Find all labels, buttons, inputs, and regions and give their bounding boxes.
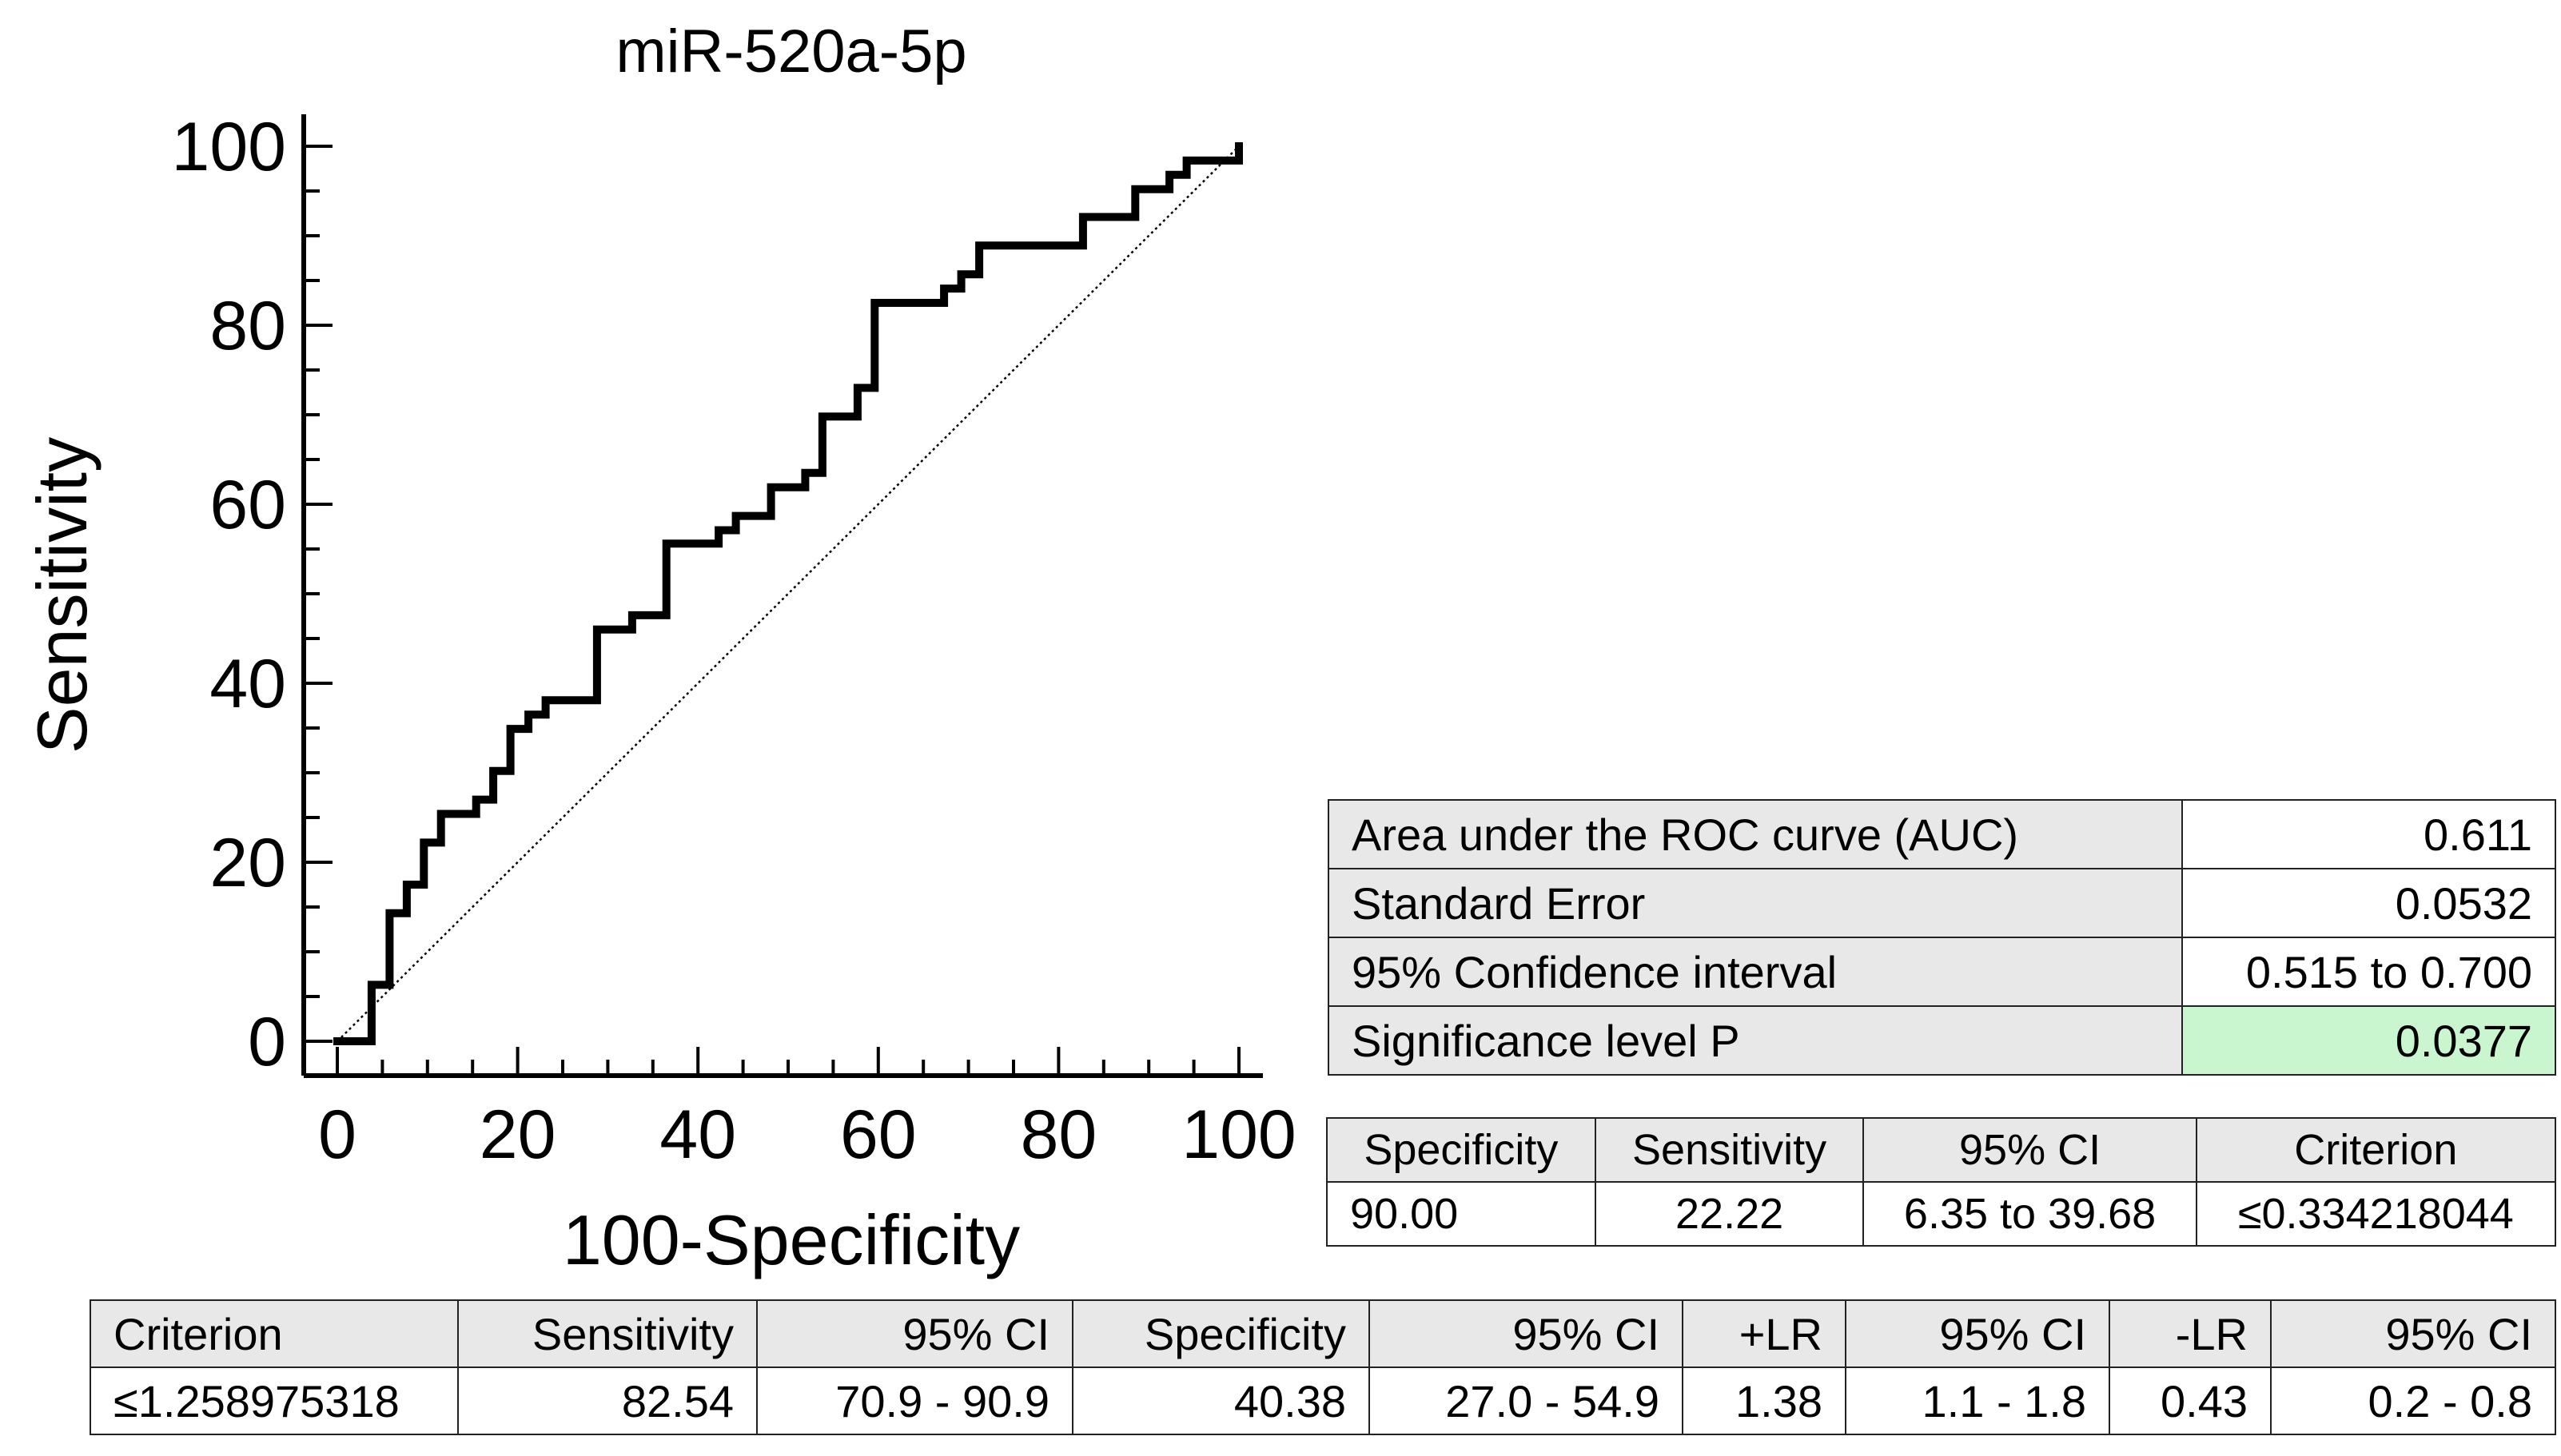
header-specificity: Specificity (1326, 1117, 1596, 1183)
significance-row: Significance level P 0.0377 (1328, 1005, 2556, 1076)
roc-chart: miR-520a-5p 100-Specificity Sensitivity … (22, 18, 1296, 1279)
header-sensitivity-ci: 95% CI (756, 1299, 1073, 1368)
header-negative-lr-ci: 95% CI (2270, 1299, 2556, 1368)
auc-row: Area under the ROC curve (AUC) 0.611 (1328, 799, 2556, 869)
cell-sensitivity: 82.54 (457, 1366, 758, 1435)
cell-specificity: 90.00 (1326, 1181, 1596, 1247)
confidence-interval-row: 95% Confidence interval 0.515 to 0.700 (1328, 937, 2556, 1007)
reference-diagonal-line (337, 145, 1240, 1042)
specificity-table-header: Specificity Sensitivity 95% CI Criterion (1326, 1117, 2557, 1183)
header-criterion: Criterion (2195, 1117, 2557, 1183)
cell-sensitivity-ci: 70.9 - 90.9 (756, 1366, 1073, 1435)
y-tick-label: 20 (209, 825, 286, 901)
cell-ci: 6.35 to 39.68 (1862, 1181, 2197, 1247)
auc-summary-table: Area under the ROC curve (AUC) 0.611 Sta… (1328, 799, 2556, 1076)
header-positive-lr: +LR (1682, 1299, 1846, 1368)
x-tick-label: 0 (318, 1096, 356, 1173)
cell-positive-lr-ci: 1.1 - 1.8 (1845, 1366, 2110, 1435)
y-tick-label: 60 (209, 467, 286, 543)
y-tick-label: 100 (172, 109, 287, 185)
y-tick-label: 40 (209, 646, 286, 722)
cell-criterion: ≤0.334218044 (2195, 1181, 2557, 1247)
criterion-table-row: ≤1.258975318 82.54 70.9 - 90.9 40.38 27.… (90, 1366, 2556, 1435)
y-axis-label: Sensitivity (22, 437, 102, 754)
standard-error-value: 0.0532 (2181, 868, 2556, 938)
cell-sensitivity: 22.22 (1594, 1181, 1865, 1247)
cell-negative-lr-ci: 0.2 - 0.8 (2270, 1366, 2556, 1435)
cell-criterion: ≤1.258975318 (90, 1366, 459, 1435)
x-tick-label: 60 (840, 1096, 917, 1173)
header-specificity: Specificity (1072, 1299, 1370, 1368)
x-tick-label: 100 (1181, 1096, 1296, 1173)
y-tick-label: 80 (209, 288, 286, 364)
cell-negative-lr: 0.43 (2109, 1366, 2272, 1435)
header-ci: 95% CI (1862, 1117, 2197, 1183)
header-sensitivity: Sensitivity (457, 1299, 758, 1368)
tick-marks (304, 145, 1241, 1076)
y-tick-label: 0 (248, 1004, 286, 1080)
cell-positive-lr: 1.38 (1682, 1366, 1846, 1435)
confidence-interval-value: 0.515 to 0.700 (2181, 937, 2556, 1007)
specificity-table: Specificity Sensitivity 95% CI Criterion… (1326, 1117, 2557, 1247)
significance-label: Significance level P (1328, 1005, 2183, 1076)
cell-specificity: 40.38 (1072, 1366, 1370, 1435)
header-specificity-ci: 95% CI (1368, 1299, 1683, 1368)
header-positive-lr-ci: 95% CI (1845, 1299, 2110, 1368)
specificity-table-row: 90.00 22.22 6.35 to 39.68 ≤0.334218044 (1326, 1181, 2557, 1247)
standard-error-label: Standard Error (1328, 868, 2183, 938)
header-negative-lr: -LR (2109, 1299, 2272, 1368)
cell-specificity-ci: 27.0 - 54.9 (1368, 1366, 1683, 1435)
roc-curve-line (333, 142, 1243, 1045)
tick-labels: 0 20 40 60 80 100 0 20 40 60 80 100 (172, 109, 1296, 1173)
x-axis-label: 100-Specificity (563, 1200, 1020, 1279)
confidence-interval-label: 95% Confidence interval (1328, 937, 2183, 1007)
chart-title: miR-520a-5p (615, 18, 966, 86)
x-tick-label: 80 (1021, 1096, 1097, 1173)
x-tick-label: 40 (659, 1096, 736, 1173)
significance-value: 0.0377 (2181, 1005, 2556, 1076)
criterion-table-header: Criterion Sensitivity 95% CI Specificity… (90, 1299, 2556, 1368)
header-sensitivity: Sensitivity (1594, 1117, 1865, 1183)
auc-value: 0.611 (2181, 799, 2556, 869)
auc-label: Area under the ROC curve (AUC) (1328, 799, 2183, 869)
header-criterion: Criterion (90, 1299, 459, 1368)
criterion-table: Criterion Sensitivity 95% CI Specificity… (90, 1299, 2556, 1435)
x-tick-label: 20 (480, 1096, 556, 1173)
standard-error-row: Standard Error 0.0532 (1328, 868, 2556, 938)
axes (301, 114, 1263, 1078)
